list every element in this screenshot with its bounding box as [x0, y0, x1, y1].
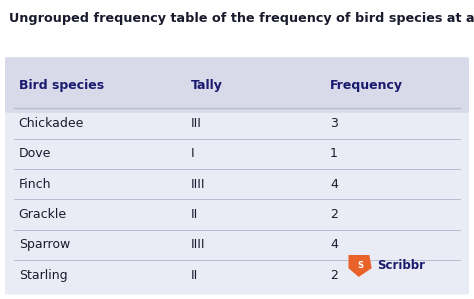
Text: Scribbr: Scribbr [377, 259, 425, 272]
Text: 2: 2 [330, 269, 338, 282]
Text: IIII: IIII [191, 238, 205, 251]
Text: IIII: IIII [191, 178, 205, 191]
FancyBboxPatch shape [2, 57, 472, 113]
Text: Sparrow: Sparrow [18, 238, 70, 251]
Text: Finch: Finch [18, 178, 51, 191]
FancyBboxPatch shape [2, 57, 472, 295]
Text: 4: 4 [330, 178, 338, 191]
Text: 2: 2 [330, 208, 338, 221]
Text: II: II [191, 269, 198, 282]
Text: 3: 3 [330, 117, 338, 130]
Text: II: II [191, 208, 198, 221]
Text: 4: 4 [330, 238, 338, 251]
Text: Ungrouped frequency table of the frequency of bird species at a bird feeder: Ungrouped frequency table of the frequen… [9, 12, 474, 25]
Text: Grackle: Grackle [18, 208, 67, 221]
Text: Chickadee: Chickadee [18, 117, 84, 130]
Text: I: I [191, 147, 194, 160]
Text: Tally: Tally [191, 79, 222, 91]
Text: Bird species: Bird species [18, 79, 104, 91]
Text: Starling: Starling [18, 269, 67, 282]
Polygon shape [348, 255, 372, 277]
Text: Frequency: Frequency [330, 79, 403, 91]
Text: 1: 1 [330, 147, 338, 160]
Text: III: III [191, 117, 201, 130]
Text: Dove: Dove [18, 147, 51, 160]
Text: S: S [357, 261, 363, 270]
